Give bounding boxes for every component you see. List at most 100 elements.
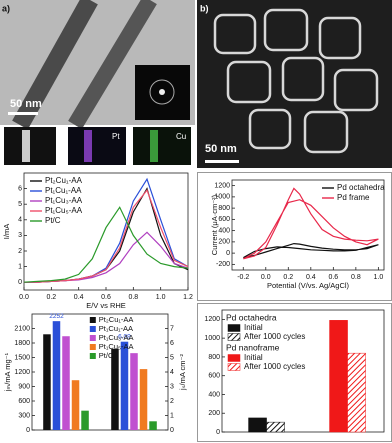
legend-swatch [227, 354, 241, 362]
legend-label: Pd octahedra [337, 183, 385, 192]
legend-group: Pd octahedra [226, 312, 277, 322]
nanowire [12, 0, 98, 130]
y-axis-label: Current (μA·cm⁻²) [210, 194, 219, 255]
fft-ring [149, 79, 175, 105]
data-label: 6.09 [118, 333, 131, 340]
y-tick-label: -200 [216, 261, 230, 268]
y-tick-label: 400 [218, 227, 230, 234]
bar [266, 421, 285, 433]
legend-label: Initial [244, 353, 263, 362]
y-tick-label: 1200 [204, 316, 220, 323]
legend-swatch [89, 317, 96, 323]
y-tick-label: 1000 [214, 194, 230, 201]
y-tick-label: 900 [18, 383, 30, 390]
y-tick-label: 300 [18, 412, 30, 419]
y-tick-label: 0 [226, 250, 230, 257]
y-tick-label: 2 [170, 398, 174, 405]
y-tick-label: 200 [208, 410, 220, 417]
legend-label: Pt₂Cu₁-AA [45, 176, 83, 185]
y-tick-label: 2100 [14, 325, 30, 332]
plot-frame [231, 179, 385, 271]
y-tick-label: 600 [208, 373, 220, 380]
panel-label: a) [2, 3, 10, 13]
legend-swatch [89, 353, 96, 359]
legend-label: Pt/C [99, 351, 114, 360]
chart-frame [197, 172, 392, 301]
legend-swatch [227, 324, 241, 332]
series-line [243, 187, 379, 260]
y-tick-label: 400 [208, 391, 220, 398]
y-tick-label: 3 [170, 383, 174, 390]
map-image [68, 127, 126, 165]
legend-label: Pt₁Cu₁-AA [45, 186, 82, 195]
y-tick-label: 4 [170, 369, 174, 376]
bar [149, 421, 157, 430]
bar [111, 348, 119, 430]
bar [52, 321, 61, 430]
x-tick-label: 0.6 [328, 274, 338, 281]
y-tick-label: 5 [170, 354, 174, 361]
series-line [23, 206, 189, 283]
x-tick-label: 1.0 [374, 274, 384, 281]
map-wire [22, 130, 30, 162]
x-axis-label: Potential (V/vs. Ag/AgCl) [267, 281, 350, 290]
fft-center [159, 89, 165, 95]
map-label: Cu [176, 132, 186, 141]
bar [62, 336, 70, 430]
legend-label: Pt/C [45, 216, 61, 225]
x-tick-label: 0.4 [74, 294, 84, 301]
legend-swatch [89, 335, 96, 341]
y-tick-label: 800 [218, 205, 230, 212]
legend-label: After 1000 cycles [244, 362, 305, 371]
bar [248, 417, 267, 433]
nanowire [68, 0, 157, 130]
y-axis-label: jₘ/mA mg⁻¹ [3, 352, 12, 392]
x-tick-label: 1.2 [183, 294, 193, 301]
legend-label: After 1000 cycles [244, 332, 305, 341]
x-tick-label: 0.2 [46, 294, 56, 301]
y-tick-label: 6 [170, 340, 174, 347]
y2-axis-label: jₛ/mA cm⁻² [178, 354, 187, 391]
y-tick-label: 1 [18, 263, 22, 270]
legend-label: Pt₁Cu₃-AA [45, 196, 83, 205]
legend-label: Initial [244, 323, 263, 332]
y-tick-label: 0 [26, 427, 30, 434]
y-tick-label: 1800 [14, 340, 30, 347]
series-line [24, 188, 189, 283]
data-label: 2252 [49, 313, 64, 320]
y-tick-label: 7 [170, 325, 174, 332]
y-tick-label: 1500 [14, 354, 30, 361]
y-tick-label: 3 [18, 232, 22, 239]
legend-label: Pt₁Cu₁-AA [99, 324, 133, 333]
bar [329, 320, 348, 433]
y-axis-label: I/mA [2, 224, 11, 239]
y-tick-label: 600 [18, 398, 30, 405]
scale-label: 50 nm [10, 98, 42, 110]
legend-label: Pt₁Cu₃-AA [99, 333, 134, 342]
x-tick-label: 0.4 [306, 274, 316, 281]
y-tick-label: 5 [18, 201, 22, 208]
y-tick-label: 1200 [14, 369, 30, 376]
scale-bar [8, 112, 38, 115]
map-label: Pt [112, 132, 120, 141]
bar [347, 352, 366, 433]
y-tick-label: 0 [216, 429, 220, 436]
series-line [243, 242, 379, 259]
legend-group: Pd nanoframe [226, 342, 280, 352]
y-tick-label: 1200 [214, 182, 230, 189]
y-tick-label: 800 [208, 354, 220, 361]
map-wire [150, 130, 158, 162]
scale-bar [205, 160, 239, 163]
x-tick-label: 0.8 [128, 294, 138, 301]
x-tick-label: 0.0 [19, 294, 29, 301]
legend-swatch [89, 326, 96, 332]
y-tick-label: 200 [218, 239, 230, 246]
x-tick-label: -0.2 [237, 274, 249, 281]
legend-label: Pt₁Cu₅-AA [45, 206, 83, 215]
legend-swatch [227, 363, 241, 371]
legend-swatch [89, 344, 96, 350]
bar [139, 369, 148, 430]
y-tick-label: 0 [170, 427, 174, 434]
legend-label: Pt₂Cu₁-AA [99, 315, 134, 324]
panel-label: b) [200, 3, 209, 13]
